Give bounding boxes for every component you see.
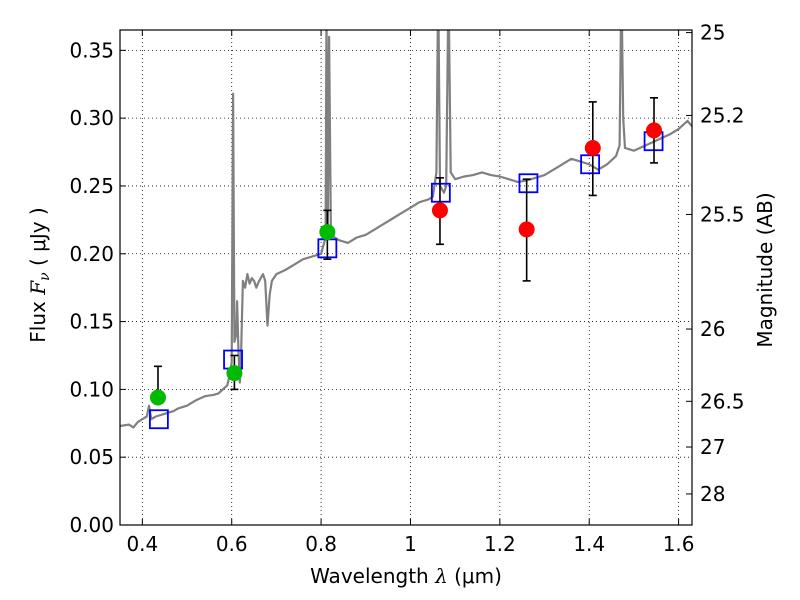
y2-tick-label: 25.5 [700, 202, 745, 226]
y-tick-label: 0.35 [69, 38, 114, 62]
x-tick-label: 0.8 [305, 532, 337, 556]
plot-area [120, 30, 692, 430]
y2-tick-label: 27 [700, 435, 725, 459]
x-axis-title: Wavelength λ (μm) [310, 564, 502, 588]
y2-tick-label: 25 [700, 21, 725, 45]
model-flux-square [518, 173, 539, 194]
y-tick-label: 0.00 [69, 513, 114, 537]
y-tick-label: 0.30 [69, 106, 114, 130]
observed-flux-point [584, 139, 601, 156]
y-tick-label: 0.20 [69, 242, 114, 266]
x-tick-label: 1.4 [573, 532, 605, 556]
observed-flux-point [319, 224, 336, 241]
observed-flux-point [518, 221, 535, 238]
x-tick-label: 0.4 [126, 532, 158, 556]
y2-tick-label: 26 [700, 317, 725, 341]
observed-flux-point [149, 389, 166, 406]
y2-tick-label: 25.2 [700, 103, 745, 127]
x-tick-label: 1.6 [663, 532, 695, 556]
plot-frame [119, 29, 693, 526]
y-tick-label: 0.15 [69, 310, 114, 334]
x-tick-label: 0.6 [216, 532, 248, 556]
y-tick-label: 0.05 [69, 445, 114, 469]
y-tick-label: 0.10 [69, 377, 114, 401]
observed-flux-point [431, 202, 448, 219]
observed-flux-point [646, 122, 663, 139]
y2-axis-title: Magnitude (AB) [753, 192, 777, 347]
x-tick-label: 1 [404, 532, 417, 556]
x-tick-label: 1.2 [484, 532, 516, 556]
y-axis-title: Flux Fν ( μJy ) [26, 207, 53, 342]
y2-tick-label: 28 [700, 482, 725, 506]
spectrum-line [120, 30, 692, 429]
grid [120, 30, 692, 526]
model-flux-square [430, 182, 451, 203]
axes: 0.4 0.6 0.8 1 1.2 1.4 1.6 0.00 0.05 0.10 0.15 0.20 0… [69, 21, 744, 556]
y-tick-label: 0.25 [69, 174, 114, 198]
y2-tick-label: 26.5 [700, 389, 745, 413]
model-flux-square [148, 409, 169, 430]
observed-flux-point [226, 365, 243, 382]
